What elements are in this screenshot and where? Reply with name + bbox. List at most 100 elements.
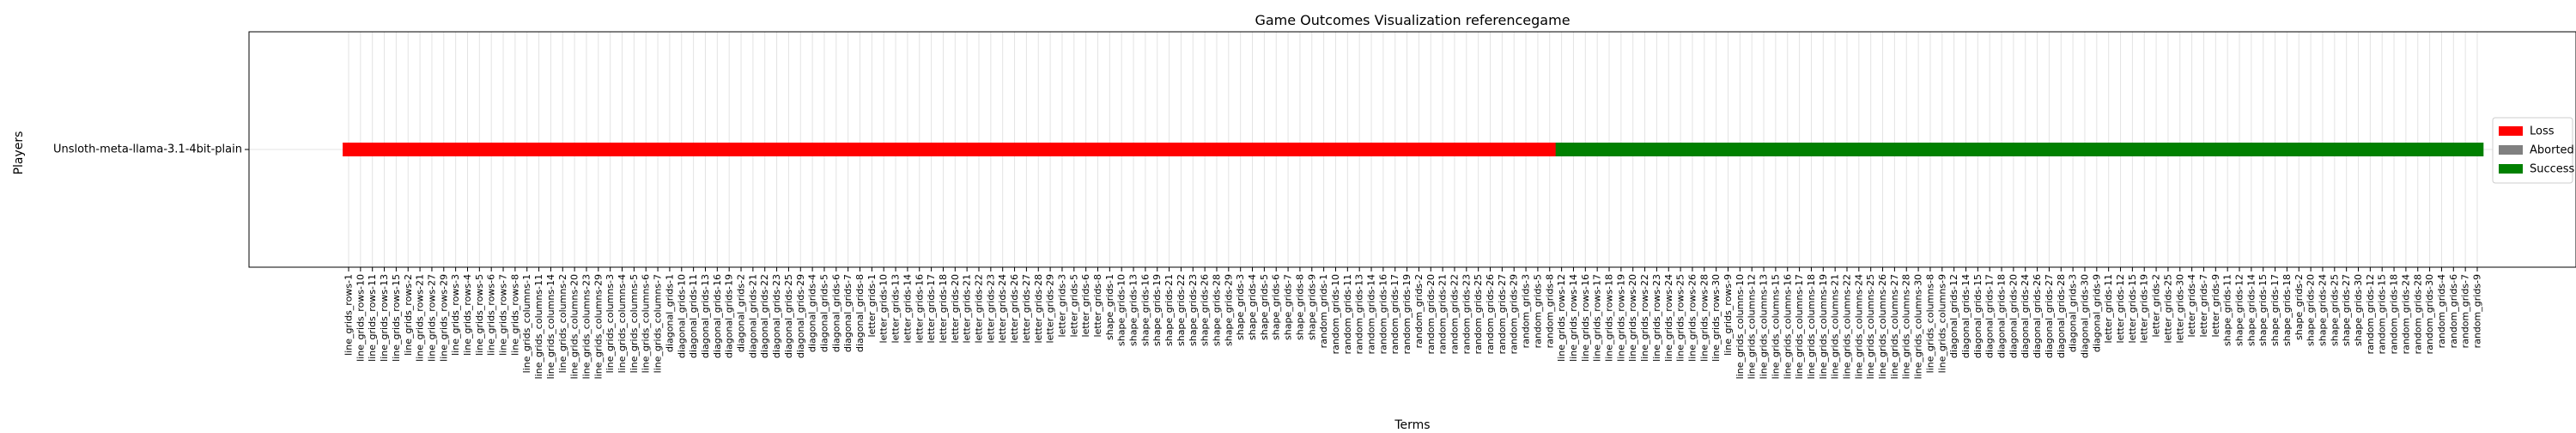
outcome-bar-loss — [1127, 143, 1140, 156]
outcome-bar-loss — [961, 143, 974, 156]
x-tick-label: random_grids-10 — [1330, 274, 1341, 354]
outcome-bar-success — [2471, 143, 2484, 156]
outcome-bar-success — [2435, 143, 2448, 156]
x-tick-label: shape_grids-19 — [1151, 274, 1163, 346]
outcome-bar-loss — [1222, 143, 1236, 156]
x-tick-label: random_grids-2 — [1413, 274, 1425, 348]
x-tick-label: shape_grids-3 — [1235, 274, 1246, 340]
outcome-bar-success — [2364, 143, 2377, 156]
x-tick-label: shape_grids-13 — [1128, 274, 1139, 346]
x-tick-label: line_grids_rows-26 — [1686, 274, 1698, 362]
x-tick-label: line_grids_columns-23 — [580, 274, 592, 379]
x-tick-label: letter_grids-12 — [2115, 274, 2126, 343]
x-tick-label: random_grids-28 — [2412, 274, 2423, 354]
outcome-bar-loss — [437, 143, 451, 156]
outcome-bar-loss — [544, 143, 557, 156]
outcome-bar-loss — [746, 143, 760, 156]
x-tick-label: line_grids_columns-12 — [1747, 274, 1758, 379]
x-tick-label: shape_grids-27 — [2341, 274, 2352, 346]
x-tick-label: line_grids_rows-7 — [498, 274, 509, 356]
x-tick-label: letter_grids-1 — [866, 274, 878, 337]
outcome-bar-loss — [1234, 143, 1248, 156]
outcome-bar-success — [1852, 143, 1866, 156]
x-tick-label: shape_grids-1 — [1104, 274, 1115, 340]
outcome-bar-loss — [687, 143, 700, 156]
x-tick-label: letter_grids-28 — [1033, 274, 1044, 343]
x-tick-label: shape_grids-12 — [2234, 274, 2245, 346]
x-tick-label: line_grids_rows-23 — [1651, 274, 1662, 362]
y-tick-label: Unsloth-meta-llama-3.1-4bit-plain — [53, 143, 242, 156]
x-tick-label: diagonal_grids-9 — [2091, 274, 2102, 352]
legend-swatch-loss — [2499, 126, 2523, 136]
outcome-bar-success — [1674, 143, 1687, 156]
outcome-bar-success — [1781, 143, 1795, 156]
outcome-bar-loss — [461, 143, 474, 156]
outcome-bar-loss — [1175, 143, 1188, 156]
outcome-bar-success — [1984, 143, 1996, 156]
outcome-bar-success — [2055, 143, 2068, 156]
x-tick-label: random_grids-29 — [1509, 274, 1520, 354]
outcome-bar-loss — [1472, 143, 1485, 156]
x-tick-label: line_grids_rows-17 — [1592, 274, 1603, 362]
outcome-bar-success — [1947, 143, 1960, 156]
outcome-bars — [343, 143, 2484, 156]
x-tick-label: diagonal_grids-8 — [854, 274, 866, 352]
x-tick-label: letter_grids-2 — [2151, 274, 2162, 337]
x-tick-label: diagonal_grids-12 — [1948, 274, 1959, 358]
x-tick-label: shape_grids-7 — [1283, 274, 1294, 340]
outcome-bar-success — [1626, 143, 1640, 156]
outcome-bar-loss — [580, 143, 593, 156]
outcome-bar-loss — [1305, 143, 1319, 156]
outcome-bar-success — [1864, 143, 1878, 156]
legend-swatch-success — [2499, 164, 2523, 174]
x-tick-label: letter_grids-23 — [985, 274, 996, 343]
x-tick-label: line_grids_columns-8 — [1924, 274, 1935, 373]
outcome-bar-success — [2399, 143, 2413, 156]
y-axis-label: Players — [12, 131, 26, 175]
outcome-bar-success — [2161, 143, 2175, 156]
x-tick-label: line_grids_rows-10 — [355, 274, 366, 362]
x-tick-label: diagonal_grids-16 — [712, 274, 723, 358]
outcome-bar-loss — [711, 143, 724, 156]
x-tick-label: diagonal_grids-20 — [2008, 274, 2019, 358]
x-tick-label: line_grids_rows-21 — [415, 274, 426, 362]
outcome-bar-loss — [378, 143, 391, 156]
x-tick-label: line_grids_columns-19 — [1818, 274, 1829, 379]
x-tick-label: line_grids_columns-2 — [557, 274, 568, 373]
x-tick-label: shape_grids-26 — [1200, 274, 1211, 346]
x-tick-label: line_grids_columns-30 — [1913, 274, 1924, 379]
x-tick-label: random_grids-9 — [2472, 274, 2483, 348]
x-tick-label: letter_grids-20 — [950, 274, 961, 343]
x-tick-label: diagonal_grids-15 — [1972, 274, 1984, 358]
x-tick-label: letter_grids-24 — [997, 274, 1008, 343]
outcome-bar-success — [1567, 143, 1580, 156]
outcome-bar-loss — [1329, 143, 1342, 156]
outcome-bar-success — [2126, 143, 2139, 156]
x-tick-label: line_grids_rows-18 — [1604, 274, 1615, 362]
x-tick-label: line_grids_columns-11 — [533, 274, 544, 379]
outcome-bar-loss — [1449, 143, 1461, 156]
legend-label-loss: Loss — [2530, 125, 2555, 138]
outcome-bar-loss — [949, 143, 962, 156]
x-tick-label: shape_grids-28 — [1211, 274, 1222, 346]
x-tick-label: random_grids-5 — [1532, 274, 1543, 348]
x-tick-label: line_grids_rows-2 — [403, 274, 414, 356]
outcome-bar-loss — [1199, 143, 1212, 156]
x-tick-label: diagonal_grids-28 — [2056, 274, 2067, 358]
x-tick-label: diagonal_grids-13 — [700, 274, 711, 358]
outcome-bar-loss — [664, 143, 677, 156]
x-tick-label: shape_grids-17 — [2269, 274, 2281, 346]
legend-swatch-aborted — [2499, 145, 2523, 155]
outcome-bar-loss — [841, 143, 854, 156]
x-tick-label: letter_grids-21 — [962, 274, 973, 343]
x-tick-label: line_grids_rows-14 — [1568, 274, 1579, 362]
x-tick-label: line_grids_columns-4 — [617, 274, 628, 373]
x-tick-label: diagonal_grids-14 — [1960, 274, 1971, 358]
outcome-bar-loss — [782, 143, 795, 156]
outcome-bar-loss — [1032, 143, 1045, 156]
outcome-bar-loss — [604, 143, 617, 156]
outcome-bar-loss — [1187, 143, 1200, 156]
outcome-bar-success — [1722, 143, 1735, 156]
